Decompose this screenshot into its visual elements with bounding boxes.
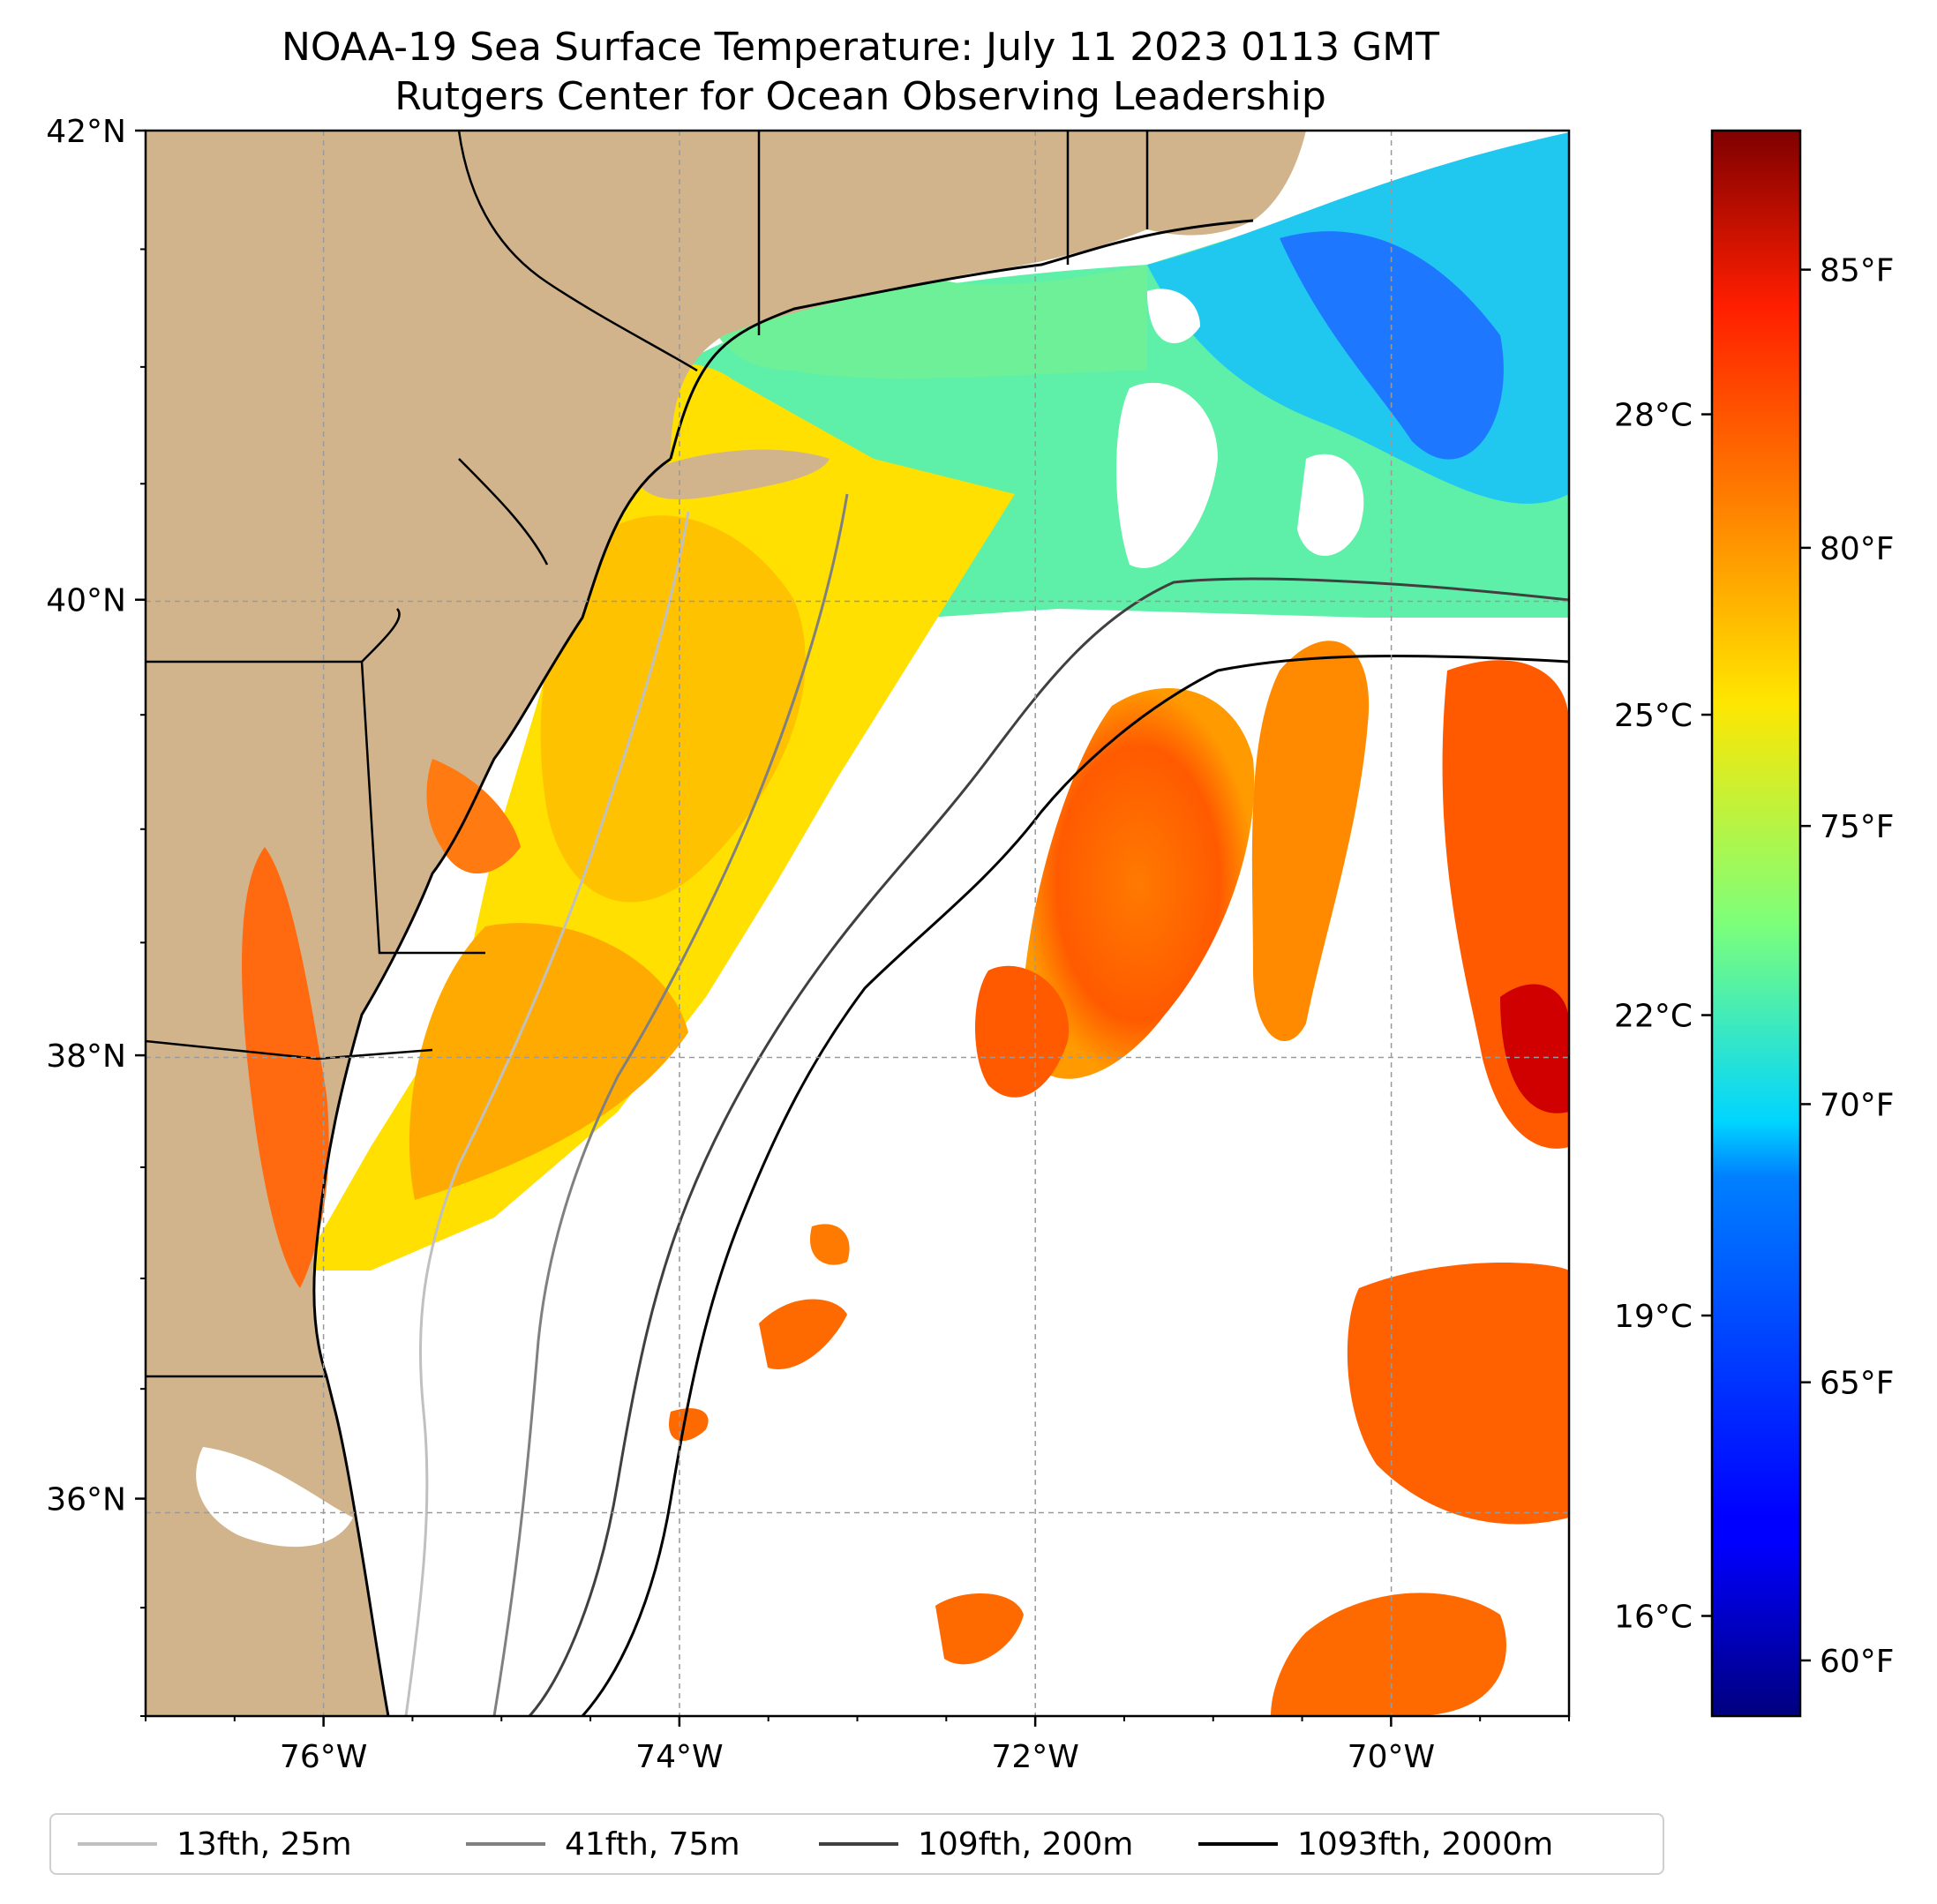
contour-75m xyxy=(492,493,849,1716)
state-borders xyxy=(146,131,1149,1378)
chart-subtitle: Rutgers Center for Ocean Observing Leade… xyxy=(394,74,1326,119)
legend-label-200m: 109fth, 200m xyxy=(918,1825,1134,1863)
sst-offshore-patch-4 xyxy=(1347,1263,1569,1525)
colorbar-c-label: 16°C xyxy=(1614,1600,1693,1636)
legend-label-2000m: 1093fth, 2000m xyxy=(1297,1825,1554,1863)
sst-offshore-patch-9 xyxy=(810,1224,850,1265)
y-axis-ticks: 42°N 40°N 38°N 36°N xyxy=(46,114,146,1717)
legend-swatch-2000m xyxy=(1198,1842,1278,1846)
colorbar-c-label: 25°C xyxy=(1614,698,1693,734)
colorbar-c-label: 28°C xyxy=(1614,398,1693,434)
albemarle-sound xyxy=(196,1447,353,1548)
contour-25m xyxy=(404,511,690,1716)
x-tick-label: 70°W xyxy=(1348,1739,1435,1775)
y-tick-label: 36°N xyxy=(46,1482,126,1518)
gridlines xyxy=(146,131,1569,1716)
sst-offshore-patch-6 xyxy=(935,1593,1024,1665)
colorbar-f-label: 80°F xyxy=(1820,531,1895,567)
colorbar-f-label: 85°F xyxy=(1820,253,1895,289)
y-tick-label: 40°N xyxy=(46,583,126,619)
colorbar-f-label: 75°F xyxy=(1820,809,1895,845)
legend-item-25m: 13fth, 25m xyxy=(78,1815,352,1873)
colorbar-fahrenheit-ticks: 60°F 65°F 70°F 75°F 80°F 85°F xyxy=(1800,253,1895,1680)
cloud-gap-1 xyxy=(1116,382,1218,568)
legend-item-75m: 41fth, 75m xyxy=(466,1815,740,1873)
y-tick-label: 38°N xyxy=(46,1038,126,1075)
colorbar-f-label: 70°F xyxy=(1820,1087,1895,1123)
sst-offshore-patch-10 xyxy=(669,1408,709,1442)
x-axis-ticks: 76°W 74°W 72°W 70°W xyxy=(145,1716,1570,1775)
colorbar xyxy=(1710,129,1802,1718)
legend-item-200m: 109fth, 200m xyxy=(819,1815,1133,1873)
legend-label-75m: 41fth, 75m xyxy=(565,1825,740,1863)
land-new-england xyxy=(1147,131,1306,236)
contour-200m xyxy=(528,577,1569,1716)
legend-swatch-25m xyxy=(78,1842,157,1846)
coastline-north xyxy=(669,219,1254,460)
legend: 13fth, 25m 41fth, 75m 109fth, 200m 1093f… xyxy=(49,1813,1664,1875)
sst-hot-core xyxy=(1500,984,1569,1113)
legend-swatch-200m xyxy=(819,1842,898,1846)
land-long-island xyxy=(635,449,830,499)
legend-swatch-75m xyxy=(466,1842,545,1846)
legend-item-2000m: 1093fth, 2000m xyxy=(1198,1815,1553,1873)
x-tick-label: 72°W xyxy=(991,1739,1078,1775)
land-northeast xyxy=(671,131,1152,459)
sst-offshore-patch-8 xyxy=(759,1299,847,1369)
map-content xyxy=(146,131,1569,1716)
sst-warm-south xyxy=(409,923,688,1200)
colorbar-c-label: 19°C xyxy=(1614,1299,1693,1335)
legend-label-25m: 13fth, 25m xyxy=(176,1825,352,1863)
chesapeake-water xyxy=(242,847,329,1288)
colorbar-c-label: 22°C xyxy=(1614,999,1693,1035)
chart-title: NOAA-19 Sea Surface Temperature: July 11… xyxy=(281,25,1440,70)
cloud-gap-3 xyxy=(1147,289,1200,344)
y-tick-label: 42°N xyxy=(46,114,126,150)
sst-offshore-patch-2 xyxy=(1251,641,1370,1041)
colorbar-celsius-ticks: 16°C 19°C 22°C 25°C 28°C xyxy=(1614,398,1712,1636)
contour-2000m xyxy=(581,654,1569,1716)
sst-offshore-patch-5 xyxy=(1271,1593,1506,1716)
x-tick-label: 74°W xyxy=(635,1739,723,1775)
colorbar-f-label: 65°F xyxy=(1820,1366,1895,1402)
cloud-gap-2 xyxy=(1297,454,1364,556)
colorbar-f-label: 60°F xyxy=(1820,1644,1895,1680)
land-mainland xyxy=(146,131,671,1716)
coastline xyxy=(312,457,672,1716)
sst-offshore-patch-1 xyxy=(1022,688,1255,1079)
x-tick-label: 76°W xyxy=(280,1739,367,1775)
sst-offshore-patch-7 xyxy=(975,965,1070,1098)
